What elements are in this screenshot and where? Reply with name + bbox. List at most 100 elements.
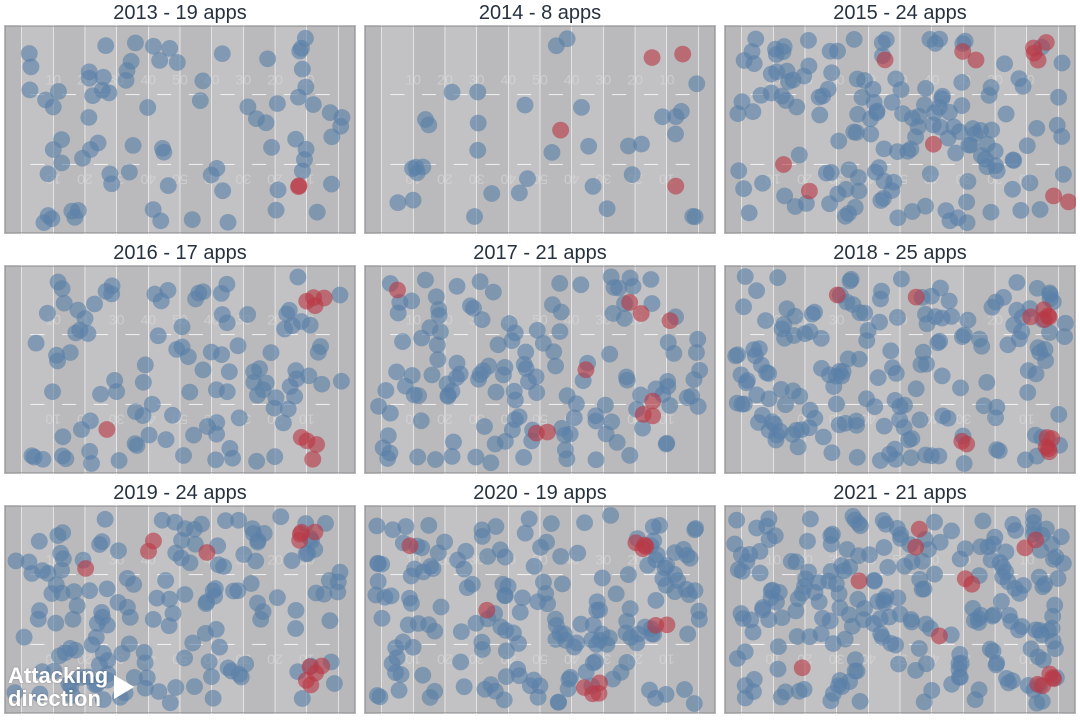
data-point [152,212,169,229]
data-point [569,545,586,562]
data-point [472,366,489,383]
data-point [406,387,423,404]
data-point [67,642,84,659]
data-point [433,599,450,616]
data-point [417,272,434,289]
data-point [34,663,51,680]
data-point [1054,55,1071,72]
panel-p2014: 2014 - 8 apps101020203030404050504040303… [360,0,720,240]
data-point [160,177,177,194]
data-point [453,623,470,640]
data-point [479,548,496,565]
data-point [487,518,504,535]
data-point [846,31,863,48]
data-point [316,290,333,307]
data-point [588,451,605,468]
data-point [543,144,560,161]
pitch-canvas: 101020203030404050504040303020201010 [4,505,356,714]
data-point [877,51,894,68]
data-point [915,344,932,361]
data-point [368,518,385,535]
data-point [186,521,203,538]
data-point [1028,120,1045,137]
data-point [1000,573,1017,590]
data-point [331,287,348,304]
data-point [644,393,661,410]
data-point [413,330,430,347]
data-point [81,70,98,87]
data-point [136,644,153,661]
data-point [738,553,755,570]
data-point [760,510,777,527]
panel-title: 2021 - 21 apps [720,480,1080,505]
data-point [811,107,828,124]
data-point [501,315,518,332]
data-point [333,373,350,390]
data-point [220,214,237,231]
data-point [99,580,116,597]
data-point [263,139,280,156]
pitch-canvas: 101020203030404050504040303020201010 [4,265,356,474]
data-point [125,137,142,154]
data-point [1038,34,1055,51]
panel-title: 2019 - 24 apps [0,480,360,505]
data-point [973,147,990,164]
data-point [667,178,684,195]
data-point [73,421,90,438]
data-point [221,440,238,457]
data-point [856,600,873,617]
data-point [818,165,835,182]
data-point [84,636,101,653]
data-point [45,99,62,116]
data-point [560,680,577,697]
data-point [967,691,984,708]
data-point [176,586,193,603]
data-point [889,309,906,326]
data-point [602,507,619,524]
data-point [1032,201,1049,218]
data-point [519,170,536,187]
data-point [735,610,752,627]
data-point [932,534,949,551]
data-point [654,570,671,587]
data-point [885,174,902,191]
data-point [67,325,84,342]
data-point [414,667,431,684]
data-point [645,519,662,536]
data-point [119,599,136,616]
data-point [436,534,453,551]
data-point [951,123,968,140]
data-point [1005,152,1022,169]
data-point [876,418,893,435]
data-point [825,378,842,395]
data-point [679,626,696,643]
data-point [390,305,407,322]
data-point [1019,384,1036,401]
data-point [393,666,410,683]
panel-title: 2020 - 19 apps [360,480,720,505]
data-point [605,305,622,322]
data-point [866,94,883,111]
data-point [982,204,999,221]
panel-title: 2014 - 8 apps [360,0,720,25]
data-point [953,97,970,114]
data-point [310,344,327,361]
data-point [687,208,704,225]
data-point [135,374,152,391]
data-point [851,573,868,590]
data-point [308,436,325,453]
data-point [151,52,168,69]
data-point [413,412,430,429]
data-point [729,650,746,667]
data-point [208,160,225,177]
data-point [815,429,832,446]
data-point [760,390,777,407]
data-point [77,560,94,577]
data-point [667,126,684,143]
data-point [94,609,111,626]
data-point [931,31,948,48]
data-point [291,177,308,194]
data-point [875,512,892,529]
data-point [126,669,143,686]
data-point [255,603,272,620]
